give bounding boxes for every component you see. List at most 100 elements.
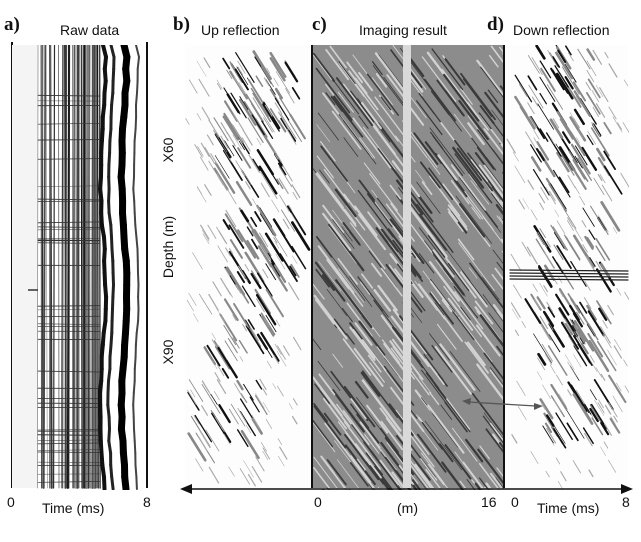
depth-tick-x90: X90 — [160, 330, 176, 374]
raw-data-trace — [66, 45, 67, 488]
raw-data-direct-wave — [112, 93, 113, 105]
raw-data-trace — [73, 45, 74, 488]
raw-data-direct-wave — [112, 249, 113, 261]
raw-data-direct-wave — [113, 285, 114, 297]
up-reflection-title: Up reflection — [201, 22, 280, 38]
imaging-result-title: Imaging result — [359, 22, 447, 38]
raw-data-trace — [93, 45, 94, 488]
raw-data-direct-wave — [108, 381, 109, 393]
raw-data-direct-wave — [109, 201, 110, 213]
raw-data-direct-wave — [134, 381, 135, 393]
imaging-result-event — [323, 490, 339, 512]
raw-data-direct-wave — [111, 333, 112, 345]
imaging-result-borehole-stripe — [403, 45, 411, 488]
raw-data-horizontal-event — [38, 324, 100, 325]
raw-data-direct-wave — [110, 345, 111, 357]
raw-data-direct-wave — [138, 57, 139, 69]
raw-data-direct-wave — [111, 45, 114, 57]
raw-data-direct-wave — [109, 153, 110, 165]
raw-data-direct-wave — [133, 393, 134, 405]
down-reflection-x-end: 8 — [622, 494, 630, 510]
raw-data-direct-wave — [110, 129, 111, 141]
raw-data-horizontal-event — [38, 371, 100, 372]
panel-label-a: a) — [4, 14, 20, 36]
raw-data-direct-wave — [137, 321, 138, 333]
raw-data-direct-wave — [111, 225, 112, 237]
raw-data-direct-wave — [134, 429, 135, 441]
imaging-result-event — [349, 489, 375, 524]
raw-data-direct-wave — [112, 477, 113, 489]
raw-data-direct-wave — [109, 429, 110, 441]
raw-data-direct-wave — [109, 189, 110, 201]
raw-data-direct-wave — [136, 237, 137, 249]
down-reflection-x-label: Time (ms) — [537, 500, 599, 516]
raw-data-direct-wave — [134, 201, 135, 213]
raw-data-trace — [50, 45, 51, 488]
raw-data-horizontal-event — [38, 159, 100, 160]
raw-data-trace — [54, 45, 55, 488]
panel-label-d: d) — [487, 14, 504, 36]
raw-data-horizontal-event — [38, 227, 100, 228]
raw-data-trace — [84, 45, 85, 488]
raw-data-direct-wave — [104, 477, 105, 489]
raw-data-direct-wave — [136, 333, 137, 345]
raw-data-x-label: Time (ms) — [42, 500, 104, 516]
raw-data-direct-wave — [135, 129, 136, 141]
imaging-result-panel — [312, 45, 539, 537]
raw-data-direct-wave — [113, 69, 114, 81]
panel-label-c: c) — [312, 14, 327, 36]
raw-data-direct-wave — [111, 105, 112, 117]
raw-data-x-end: 8 — [143, 494, 151, 510]
raw-data-direct-wave — [111, 465, 112, 477]
raw-data-x-start: 0 — [7, 494, 15, 510]
panel-label-b: b) — [173, 14, 190, 36]
raw-data-horizontal-event — [38, 430, 100, 431]
raw-data-direct-wave — [137, 81, 138, 93]
raw-data-horizontal-event — [38, 199, 100, 200]
raw-data-direct-wave — [138, 273, 139, 285]
down-reflection-panel — [505, 45, 633, 489]
imaging-result-x-unit: (m) — [397, 500, 418, 516]
raw-data-trace — [74, 45, 75, 488]
raw-data-direct-wave — [135, 225, 136, 237]
raw-data-direct-wave — [112, 237, 113, 249]
raw-data-trace — [44, 45, 46, 488]
raw-data-direct-wave — [135, 213, 136, 225]
imaging-result-x-end: 16 — [481, 494, 497, 510]
depth-tick-x60: X60 — [160, 128, 176, 172]
imaging-result-event — [333, 489, 369, 537]
raw-data-direct-wave — [133, 405, 134, 417]
raw-data-trace — [69, 45, 70, 488]
imaging-result-event — [327, 488, 355, 526]
raw-data-direct-wave — [133, 189, 134, 201]
raw-data-panel — [12, 42, 147, 489]
raw-data-traces — [37, 45, 139, 489]
raw-data-trace — [37, 45, 38, 488]
raw-data-trace — [87, 45, 88, 488]
raw-data-direct-wave — [108, 405, 109, 417]
raw-data-direct-wave — [136, 93, 137, 105]
raw-data-direct-wave — [109, 369, 110, 381]
raw-data-direct-wave — [109, 441, 111, 453]
raw-data-direct-wave — [135, 357, 136, 369]
raw-data-direct-wave — [135, 441, 136, 453]
depth-axis-label: Depth (m) — [160, 205, 176, 289]
imaging-result-x-start: 0 — [314, 494, 322, 510]
raw-data-direct-wave — [133, 177, 134, 189]
raw-data-trace — [46, 45, 47, 488]
raw-data-title: Raw data — [60, 22, 119, 38]
raw-data-trace — [98, 45, 99, 488]
raw-data-horizontal-event — [38, 316, 100, 317]
raw-data-direct-wave — [109, 213, 111, 225]
raw-data-horizontal-event — [38, 452, 100, 453]
raw-data-blank-area — [12, 45, 37, 488]
down-reflection-title: Down reflection — [513, 22, 610, 38]
raw-data-direct-wave — [136, 477, 137, 489]
raw-data-horizontal-event — [38, 95, 100, 96]
up-reflection-panel — [185, 45, 312, 488]
raw-data-direct-wave — [125, 477, 126, 489]
raw-data-horizontal-event — [38, 435, 100, 436]
raw-data-direct-wave — [136, 45, 139, 57]
